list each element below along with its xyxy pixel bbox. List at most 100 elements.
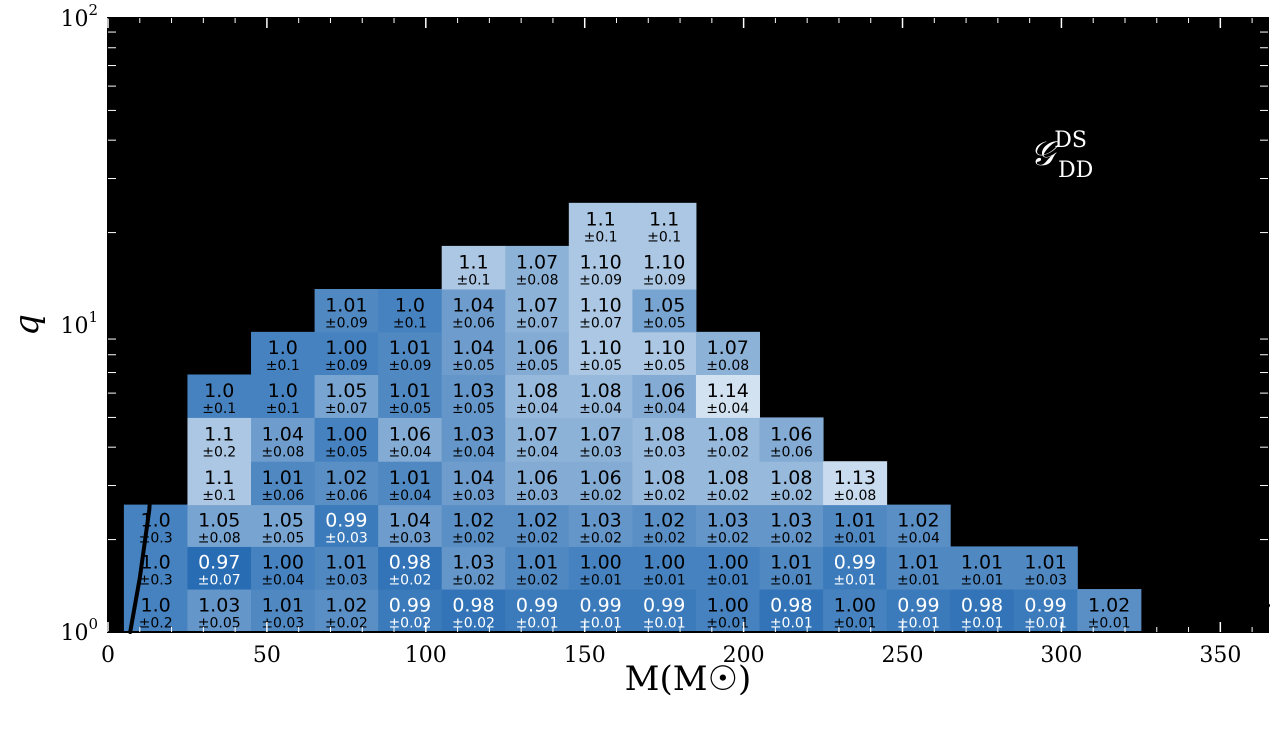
cell-error-label: ±0.07 [516, 315, 559, 331]
cell-value-label: 1.0 [204, 380, 234, 402]
cell-value-label: 1.05 [198, 510, 240, 532]
cell-value-label: 0.99 [516, 595, 558, 617]
cell-error-label: ±0.08 [516, 272, 559, 288]
heatmap-cell [314, 461, 379, 506]
heatmap-cell [187, 589, 252, 633]
heatmap-cell [505, 546, 570, 590]
cell-value-label: 1.07 [516, 251, 558, 273]
heatmap-cell [505, 417, 570, 462]
cell-value-label: 1.00 [325, 337, 367, 359]
cell-error-label: ±0.03 [325, 573, 368, 589]
heatmap-cell [314, 589, 379, 633]
cell-value-label: 1.04 [452, 467, 494, 489]
heatmap-cell [950, 546, 1015, 590]
cell-error-label: ±0.05 [643, 315, 686, 331]
cell-value-label: 1.01 [516, 552, 558, 574]
cell-value-label: 1.08 [579, 380, 621, 402]
heatmap-cell [695, 331, 761, 375]
cell-value-label: 1.07 [516, 294, 558, 316]
cell-value-label: 1.08 [643, 467, 685, 489]
cell-value-label: 1.07 [579, 423, 621, 445]
cell-value-label: 1.05 [643, 294, 685, 316]
heatmap-cell [505, 461, 570, 506]
cell-value-label: 1.01 [770, 552, 812, 574]
cell-value-label: 1.00 [834, 595, 876, 617]
cell-error-label: ±0.05 [579, 358, 622, 374]
boundary-curve [201, 88, 756, 357]
cell-value-label: 0.98 [452, 595, 494, 617]
x-tick-label: 300 [1040, 643, 1082, 668]
heatmap-cell [187, 374, 252, 418]
cell-error-label: ±0.06 [770, 444, 813, 460]
heatmap-cell [695, 417, 761, 462]
cell-error-label: ±0.09 [643, 272, 686, 288]
cell-value-label: 1.03 [452, 380, 494, 402]
cell-error-label: ±0.07 [198, 573, 241, 589]
cell-error-label: ±0.02 [706, 531, 749, 547]
cell-value-label: 1.01 [262, 467, 304, 489]
cell-value-label: 0.99 [643, 595, 685, 617]
heatmap-cell [886, 546, 951, 590]
cell-value-label: 1.00 [707, 595, 749, 617]
cell-error-label: ±0.07 [325, 401, 368, 417]
cell-value-label: 0.99 [834, 552, 876, 574]
cell-error-label: ±0.2 [202, 444, 236, 460]
cell-value-label: 1.01 [325, 294, 367, 316]
cell-value-label: 1.06 [770, 423, 812, 445]
cell-value-label: 1.06 [389, 423, 431, 445]
y-tick-label: 102 [60, 1, 98, 32]
cell-value-label: 1.0 [141, 510, 171, 532]
cell-value-label: 1.0 [268, 337, 298, 359]
cell-value-label: 0.98 [389, 552, 431, 574]
y-tick-label: 101 [60, 308, 98, 339]
cell-value-label: 1.08 [707, 467, 749, 489]
heatmap-cell [505, 589, 570, 633]
cell-value-label: 0.97 [198, 552, 240, 574]
heatmap-cell [632, 504, 697, 547]
cell-value-label: 1.10 [579, 294, 621, 316]
heatmap-cell [568, 288, 633, 333]
cell-error-label: ±0.01 [833, 573, 876, 589]
heatmap-cell [251, 589, 316, 633]
cell-value-label: 1.01 [389, 337, 431, 359]
cell-value-label: 1.06 [643, 380, 685, 402]
cell-error-label: ±0.03 [516, 488, 559, 504]
heatmap-cell [568, 546, 633, 590]
cell-error-label: ±0.01 [770, 573, 813, 589]
cell-value-label: 0.98 [770, 595, 812, 617]
heatmap-cell [314, 504, 379, 547]
heatmap-cell [568, 504, 633, 547]
cell-value-label: 1.0 [141, 595, 171, 617]
heatmap-cell [251, 331, 316, 375]
heatmap-cell [568, 331, 633, 375]
heatmap-cell [759, 504, 824, 547]
heatmap-cell [251, 546, 316, 590]
heatmap-cell [123, 504, 188, 547]
cell-error-label: ±0.1 [266, 358, 300, 374]
heatmap-cell [632, 245, 697, 290]
heatmap-cell [378, 374, 443, 418]
heatmap-cell [886, 504, 951, 547]
y-tick-label: 100 [60, 615, 98, 646]
cell-error-label: ±0.1 [393, 315, 427, 331]
cell-error-label: ±0.05 [452, 401, 495, 417]
cell-error-label: ±0.1 [456, 272, 490, 288]
cell-error-label: ±0.06 [261, 488, 304, 504]
cell-error-label: ±0.1 [647, 229, 681, 245]
heatmap-cell [568, 461, 633, 506]
heatmap-cell [378, 589, 443, 633]
cell-value-label: 0.99 [389, 595, 431, 617]
cell-error-label: ±0.01 [961, 616, 1004, 632]
cell-error-label: ±0.02 [452, 616, 495, 632]
cell-error-label: ±0.05 [198, 616, 241, 632]
cell-error-label: ±0.01 [706, 573, 749, 589]
cell-error-label: ±0.05 [388, 401, 431, 417]
cell-error-label: ±0.02 [643, 531, 686, 547]
cell-labels: 1.0±0.21.03±0.051.01±0.031.02±0.020.99±0… [139, 208, 1131, 631]
heatmap-cell [378, 504, 443, 547]
cell-value-label: 1.03 [452, 423, 494, 445]
cell-value-label: 1.04 [389, 510, 431, 532]
heatmap-cell [568, 245, 633, 290]
cell-error-label: ±0.08 [198, 531, 241, 547]
